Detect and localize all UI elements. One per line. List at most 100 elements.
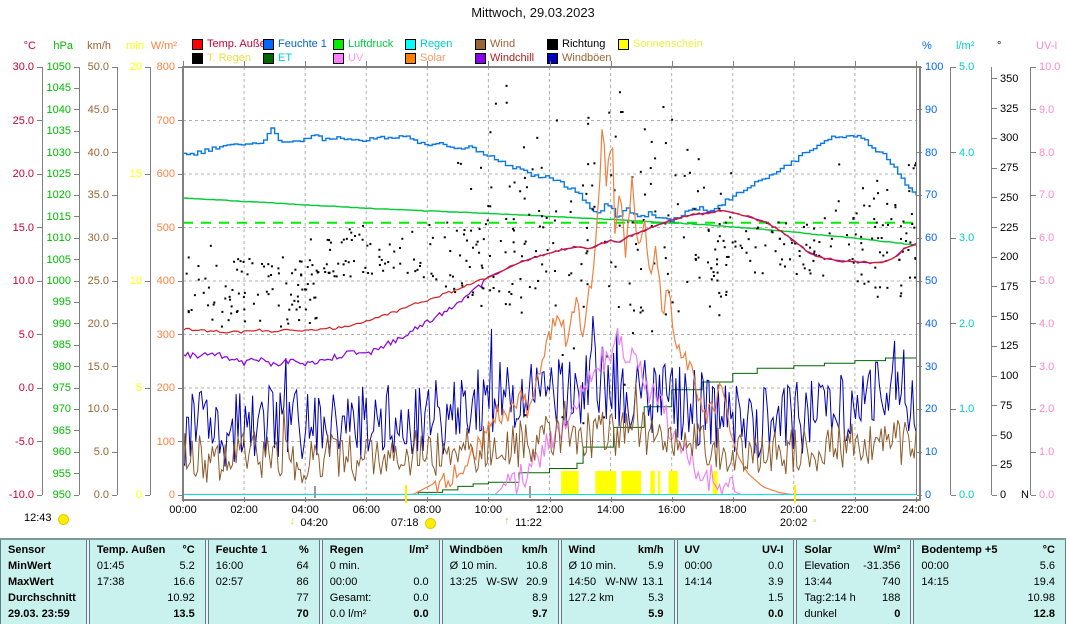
series-richtung-dot	[221, 310, 224, 313]
series-richtung-dot	[228, 298, 231, 301]
series-richtung-dot	[418, 264, 421, 267]
axis-tick-label: 70	[925, 189, 938, 202]
series-richtung-dot	[852, 261, 855, 264]
axis-tick-label: 0	[925, 489, 932, 501]
table-column-name: Windböen	[449, 543, 503, 556]
series-richtung-dot	[631, 221, 634, 224]
series-richtung-dot	[686, 280, 689, 283]
series-richtung-dot	[586, 239, 589, 242]
table-column-uv: UV UV-I 00:00 0.0 14:14 3.9 1.5 0.0	[676, 540, 795, 624]
series-richtung-dot	[519, 277, 522, 280]
series-richtung-dot	[618, 224, 621, 227]
axis-tick-label: 700	[156, 114, 175, 127]
x-bottom-tick	[427, 497, 429, 502]
series-richtung-dot	[354, 235, 357, 238]
series-richtung-dot	[419, 261, 422, 264]
series-richtung-dot	[585, 192, 588, 195]
series-richtung-dot	[727, 255, 730, 258]
series-richtung-dot	[505, 217, 508, 220]
series-richtung-dot	[510, 293, 513, 296]
table-column-sensor: Sensor MinWert MaxWert Durchschnitt 29.03. 2…	[0, 540, 87, 624]
series-richtung-dot	[664, 257, 667, 260]
series-richtung-dot	[710, 267, 713, 270]
series-richtung-dot	[828, 232, 831, 235]
axis-tick	[112, 408, 117, 410]
series-richtung-dot	[444, 285, 447, 288]
series-richtung-dot	[378, 263, 381, 266]
table-column-wind: Wind km/h Ø 10 min. 5.9 14:50 W-NW 13.1 127.2 …	[560, 540, 675, 624]
series-richtung-dot	[298, 319, 301, 322]
legend-color-box	[475, 53, 486, 64]
axis-line-uvi	[1030, 67, 1031, 495]
series-richtung-dot	[837, 200, 840, 203]
series-richtung-dot	[868, 205, 871, 208]
series-richtung-dot	[187, 310, 190, 313]
table-column-name: UV	[684, 543, 700, 556]
axis-tick	[37, 387, 42, 389]
series-richtung-dot	[535, 250, 538, 253]
series-richtung-dot	[643, 193, 646, 196]
x-top-tick	[793, 61, 795, 66]
table-cell-value: 10.92	[167, 592, 195, 604]
series-richtung-dot	[629, 303, 632, 306]
axis-tick-label: 40	[925, 317, 938, 330]
series-richtung-dot	[197, 278, 200, 281]
axis-tick	[951, 408, 956, 410]
axis-tick	[74, 130, 79, 132]
legend-color-box	[192, 39, 203, 50]
series-richtung-dot	[718, 207, 721, 210]
axis-tick-label: 25	[1000, 459, 1013, 472]
series-richtung-dot	[248, 257, 251, 260]
axis-tick	[951, 66, 956, 68]
series-richtung-dot	[641, 309, 644, 312]
axis-tick	[74, 216, 79, 218]
axis-tick-label: 600	[156, 168, 175, 180]
series-richtung-dot	[650, 225, 653, 228]
axis-tick-label: 1.0	[1039, 446, 1055, 459]
series-richtung-dot	[561, 353, 564, 356]
series-richtung-dot	[271, 288, 274, 291]
series-richtung-dot	[504, 303, 507, 306]
table-column-header: Windböen km/h	[443, 541, 558, 558]
series-richtung-dot	[286, 318, 289, 321]
series-sonnenschein-bar	[595, 471, 617, 495]
series-richtung-dot	[528, 213, 531, 216]
table-row: 01:45 5.2	[90, 558, 205, 574]
series-richtung-dot	[536, 136, 539, 139]
series-richtung-dot	[651, 330, 654, 333]
series-sonnenschein-bar	[561, 471, 579, 495]
series-richtung-dot	[468, 266, 471, 269]
table-cell-label: 00:00	[921, 560, 949, 572]
axis-tick	[145, 494, 150, 496]
series-richtung-dot	[471, 246, 474, 249]
table-row: 13.5	[90, 606, 205, 622]
axis-tick-label: 15	[129, 168, 142, 180]
table-row: 00:00 5.6	[914, 558, 1065, 574]
axis-line-lm2	[950, 67, 951, 495]
series-richtung-dot	[802, 225, 805, 228]
series-richtung-dot	[204, 277, 207, 280]
table-row: 10.92	[90, 590, 205, 606]
axis-tick	[1031, 237, 1036, 239]
series-richtung-dot	[722, 239, 725, 242]
axis-tick-label: 800	[156, 61, 175, 73]
series-richtung-dot	[886, 188, 889, 191]
axis-line-temp	[42, 67, 43, 495]
table-row: 29.03. 23:59	[1, 606, 86, 622]
series-richtung-dot	[246, 273, 249, 276]
axis-tick-label: 100	[156, 435, 175, 448]
series-richtung-dot	[803, 267, 806, 270]
series-richtung-dot	[366, 244, 369, 247]
series-richtung-dot	[324, 270, 327, 273]
series-richtung-dot	[718, 235, 721, 238]
table-cell-label: Ø 10 min.	[568, 560, 617, 572]
table-cell-label: 02:57	[215, 576, 244, 588]
legend-color-box	[405, 53, 416, 64]
series-temp	[183, 209, 916, 334]
astro-marker-time: 11:22	[515, 517, 542, 529]
axis-tick	[37, 173, 42, 175]
series-richtung-dot	[482, 238, 485, 241]
series-richtung-dot	[288, 308, 291, 311]
series-richtung-dot	[663, 246, 666, 249]
legend-item-label: UV	[348, 52, 364, 64]
